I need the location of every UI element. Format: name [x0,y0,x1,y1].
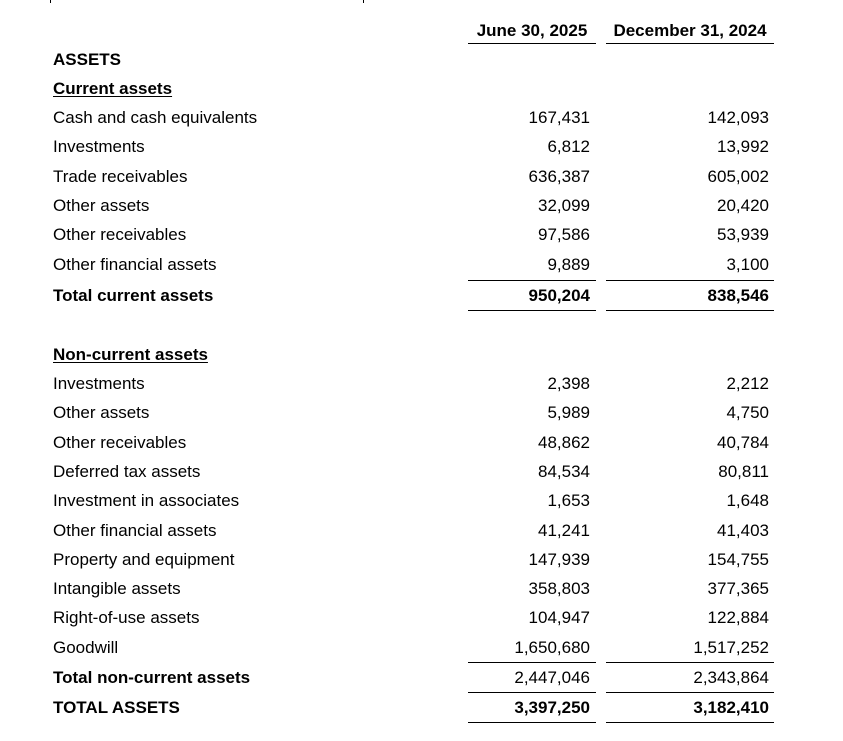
table-row: Trade receivables 636,387 605,002 [0,167,843,189]
line-item-value-dec-2024: 80,811 [718,461,769,481]
table-row: Goodwill 1,650,680 1,517,252 [0,638,843,660]
line-item-value-dec-2024: 13,992 [717,137,769,157]
assets-heading: ASSETS [53,50,122,69]
subtotal-rule [468,280,596,281]
line-item-value-jun-2025: 104,947 [528,608,590,628]
total-rule [606,310,774,311]
line-item-label: Cash and cash equivalents [53,108,258,127]
header-underline [606,43,774,44]
total-current-assets-row: Total current assets 950,204 838,546 [0,286,843,308]
total-current-assets-label: Total current assets [53,286,214,305]
line-item-label: Investments [53,137,145,157]
total-rule [468,692,596,693]
total-assets-row: TOTAL ASSETS 3,397,250 3,182,410 [0,698,843,720]
table-row: Investments 6,812 13,992 [0,137,843,159]
total-assets-label: TOTAL ASSETS [53,698,180,717]
column-header-june-2025: June 30, 2025 [476,21,588,40]
line-item-value-jun-2025: 41,241 [538,520,590,540]
table-border-mark [363,0,364,3]
table-row: Right-of-use assets 104,947 122,884 [0,608,843,630]
line-item-label: Deferred tax assets [53,461,201,481]
line-item-label: Trade receivables [53,166,188,186]
table-row: Deferred tax assets 84,534 80,811 [0,462,843,484]
line-item-label: Other assets [53,195,150,215]
line-item-value-jun-2025: 32,099 [538,195,590,215]
line-item-label: Goodwill [53,637,119,657]
line-item-value-dec-2024: 4,750 [726,403,769,423]
line-item-value-jun-2025: 358,803 [528,579,590,599]
line-item-value-dec-2024: 2,212 [726,374,769,393]
line-item-value-dec-2024: 20,420 [717,195,769,215]
current-assets-title: Current assets [53,79,173,98]
total-assets-dec-2024: 3,182,410 [693,698,769,717]
table-row: Cash and cash equivalents 167,431 142,093 [0,108,843,130]
total-noncurrent-assets-label: Total non-current assets [53,668,251,687]
total-noncurrent-assets-row: Total non-current assets 2,447,046 2,343… [0,668,843,690]
line-item-value-jun-2025: 6,812 [547,137,590,157]
line-item-value-dec-2024: 605,002 [707,166,769,186]
line-item-label: Property and equipment [53,549,235,569]
line-item-value-dec-2024: 377,365 [707,579,769,599]
line-item-value-dec-2024: 154,755 [707,549,769,569]
line-item-value-dec-2024: 53,939 [717,225,769,245]
total-rule [606,722,774,723]
table-row: Other receivables 48,862 40,784 [0,433,843,455]
table-row: Investment in associates 1,653 1,648 [0,491,843,513]
table-border-mark [50,0,51,3]
header-underline [468,43,596,44]
total-rule [468,722,596,723]
column-header-december-2024: December 31, 2024 [613,21,767,40]
line-item-value-jun-2025: 2,398 [547,374,590,393]
current-assets-title-row: Current assets [0,79,843,101]
subtotal-rule [606,280,774,281]
table-row: Investments 2,398 2,212 [0,374,843,396]
line-item-value-dec-2024: 40,784 [717,432,769,452]
line-item-label: Intangible assets [53,579,181,599]
line-item-label: Investment in associates [53,491,240,511]
table-row: Property and equipment 147,939 154,755 [0,550,843,572]
table-row: Other financial assets 9,889 3,100 [0,255,843,277]
noncurrent-assets-title-row: Non-current assets [0,345,843,367]
line-item-value-dec-2024: 122,884 [707,608,769,628]
line-item-label: Other receivables [53,225,187,245]
total-assets-jun-2025: 3,397,250 [514,698,590,717]
line-item-value-jun-2025: 167,431 [528,108,590,127]
line-item-label: Other assets [53,403,150,423]
total-noncurrent-assets-jun-2025: 2,447,046 [514,668,590,687]
total-current-assets-jun-2025: 950,204 [528,286,590,305]
subtotal-rule [606,662,774,663]
table-row: Other assets 32,099 20,420 [0,196,843,218]
line-item-value-dec-2024: 1,648 [726,491,769,511]
line-item-value-jun-2025: 1,650,680 [514,637,590,657]
table-row: Other financial assets 41,241 41,403 [0,521,843,543]
total-rule [606,692,774,693]
total-noncurrent-assets-dec-2024: 2,343,864 [693,668,769,687]
line-item-label: Other financial assets [53,254,217,274]
line-item-value-jun-2025: 9,889 [547,254,590,274]
line-item-value-jun-2025: 1,653 [547,491,590,511]
line-item-label: Other receivables [53,432,187,452]
table-row: Other assets 5,989 4,750 [0,403,843,425]
table-row: Intangible assets 358,803 377,365 [0,579,843,601]
table-row: Other receivables 97,586 53,939 [0,225,843,247]
line-item-value-dec-2024: 41,403 [717,520,769,540]
line-item-value-dec-2024: 3,100 [726,254,769,274]
total-current-assets-dec-2024: 838,546 [707,286,769,305]
line-item-label: Right-of-use assets [53,608,200,628]
line-item-value-jun-2025: 84,534 [538,461,590,481]
assets-heading-row: ASSETS [0,50,843,72]
line-item-value-jun-2025: 636,387 [528,166,590,186]
subtotal-rule [468,662,596,663]
line-item-label: Other financial assets [53,520,217,540]
line-item-value-dec-2024: 1,517,252 [693,637,769,657]
total-rule [468,310,596,311]
line-item-value-jun-2025: 97,586 [538,225,590,245]
line-item-value-jun-2025: 48,862 [538,432,590,452]
line-item-value-dec-2024: 142,093 [707,108,769,127]
noncurrent-assets-title: Non-current assets [53,345,208,364]
line-item-value-jun-2025: 147,939 [528,549,590,569]
line-item-label: Investments [53,374,145,393]
line-item-value-jun-2025: 5,989 [547,403,590,423]
